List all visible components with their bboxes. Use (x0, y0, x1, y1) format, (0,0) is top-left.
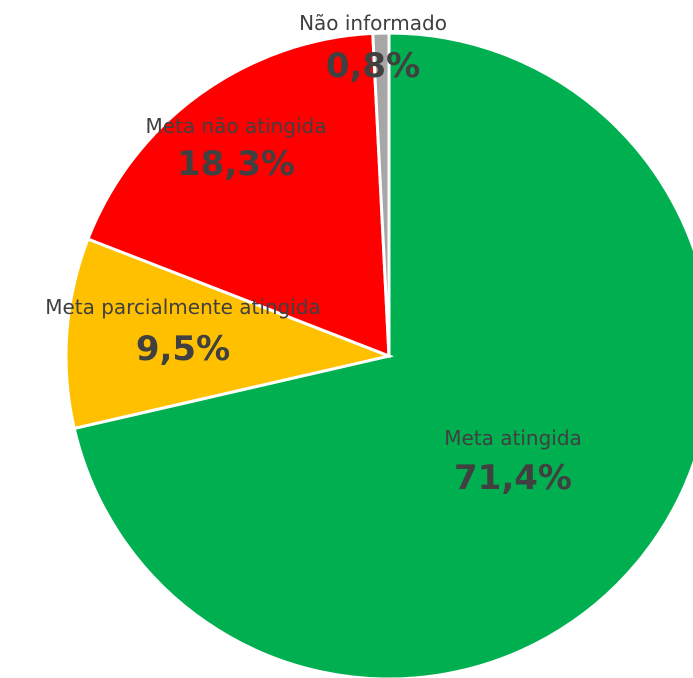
category-label: Não informado (299, 11, 447, 35)
pie-slice-3 (85, 31, 391, 359)
pie-labels: Meta atingida 71,4% Meta parcialmente atin… (45, 11, 582, 498)
percent-label: 9,5% (136, 329, 230, 369)
category-label: Meta parcialmente atingida (45, 295, 321, 319)
percent-label: 0,8% (326, 46, 420, 86)
pie-slice-1 (72, 31, 693, 678)
percent-label: 18,3% (177, 144, 295, 184)
pie-slice-4 (371, 31, 391, 357)
pie-slice-2 (64, 237, 395, 431)
percent-label: 71,4% (454, 458, 572, 498)
pie-slices (64, 31, 693, 678)
category-label: Meta atingida (444, 426, 582, 450)
category-label: Meta não atingida (145, 114, 326, 138)
